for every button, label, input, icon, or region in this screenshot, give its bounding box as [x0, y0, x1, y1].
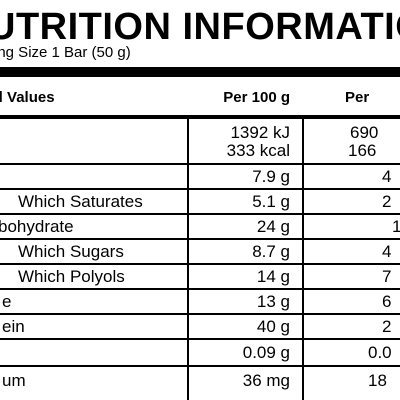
- per100-value: 5.1 g: [252, 192, 290, 211]
- serving-value: 4: [382, 242, 392, 261]
- per100-value: 1392 kJ: [230, 123, 290, 142]
- per100-value: 24 g: [256, 217, 290, 236]
- per100-value: 13 g: [256, 292, 290, 311]
- serving-value: 6: [382, 292, 392, 311]
- serving-value: 1: [392, 217, 400, 236]
- header-rule: [0, 115, 400, 119]
- per100-value: 0.09 g: [242, 343, 290, 362]
- serving-value: 2: [382, 317, 392, 336]
- per100-value: 36 mg: [242, 371, 290, 390]
- thick-rule: [0, 67, 400, 77]
- serving-value: 4: [382, 167, 392, 186]
- per100-value: 8.7 g: [252, 242, 290, 261]
- per100-value: 40 g: [256, 317, 290, 336]
- per100-value: 7.9 g: [252, 167, 290, 186]
- nutrient-label: e: [2, 292, 12, 311]
- table-row: Which Polyols 14 g 7: [0, 265, 400, 290]
- header-per-serving: Per: [345, 89, 370, 106]
- per100-value: 333 kcal: [226, 141, 290, 160]
- table-row: gy 1392 kJ 333 kcal 690 166: [0, 119, 400, 165]
- nutrient-label: bohydrate: [0, 217, 74, 236]
- nutrient-label: Which Polyols: [18, 267, 125, 286]
- column-divider: [187, 117, 189, 400]
- table-row: ein 40 g 2: [0, 315, 400, 340]
- serving-value: 7: [382, 267, 392, 286]
- nutrient-label: Which Saturates: [18, 192, 143, 211]
- serving-value: 18: [368, 371, 387, 390]
- serving-size: ing Size 1 Bar (50 g): [0, 44, 131, 61]
- serving-value: 166: [348, 141, 377, 160]
- table-row: 7.9 g 4: [0, 165, 400, 190]
- table-row: e 13 g 6: [0, 290, 400, 315]
- nutrient-label: Which Sugars: [18, 242, 124, 261]
- table-row: um 36 mg 18: [0, 367, 400, 400]
- serving-value: 0.0: [368, 343, 392, 362]
- table-row: Which Sugars 8.7 g 4: [0, 240, 400, 265]
- nutrient-label: um: [2, 371, 26, 390]
- per100-value: 14 g: [256, 267, 290, 286]
- column-divider: [302, 117, 304, 400]
- table-row: Which Saturates 5.1 g 2: [0, 190, 400, 215]
- serving-value: 2: [382, 192, 392, 211]
- table-row: bohydrate 24 g 1: [0, 215, 400, 240]
- panel-title: UTRITION INFORMATIO: [0, 6, 400, 48]
- serving-value: 690: [350, 123, 379, 142]
- table-header: cal Values Per 100 g Per: [0, 77, 400, 117]
- header-typical-values: cal Values: [0, 89, 55, 106]
- nutrient-label: ein: [2, 317, 25, 336]
- table-row: 0.09 g 0.0: [0, 340, 400, 367]
- header-per-100g: Per 100 g: [223, 89, 290, 106]
